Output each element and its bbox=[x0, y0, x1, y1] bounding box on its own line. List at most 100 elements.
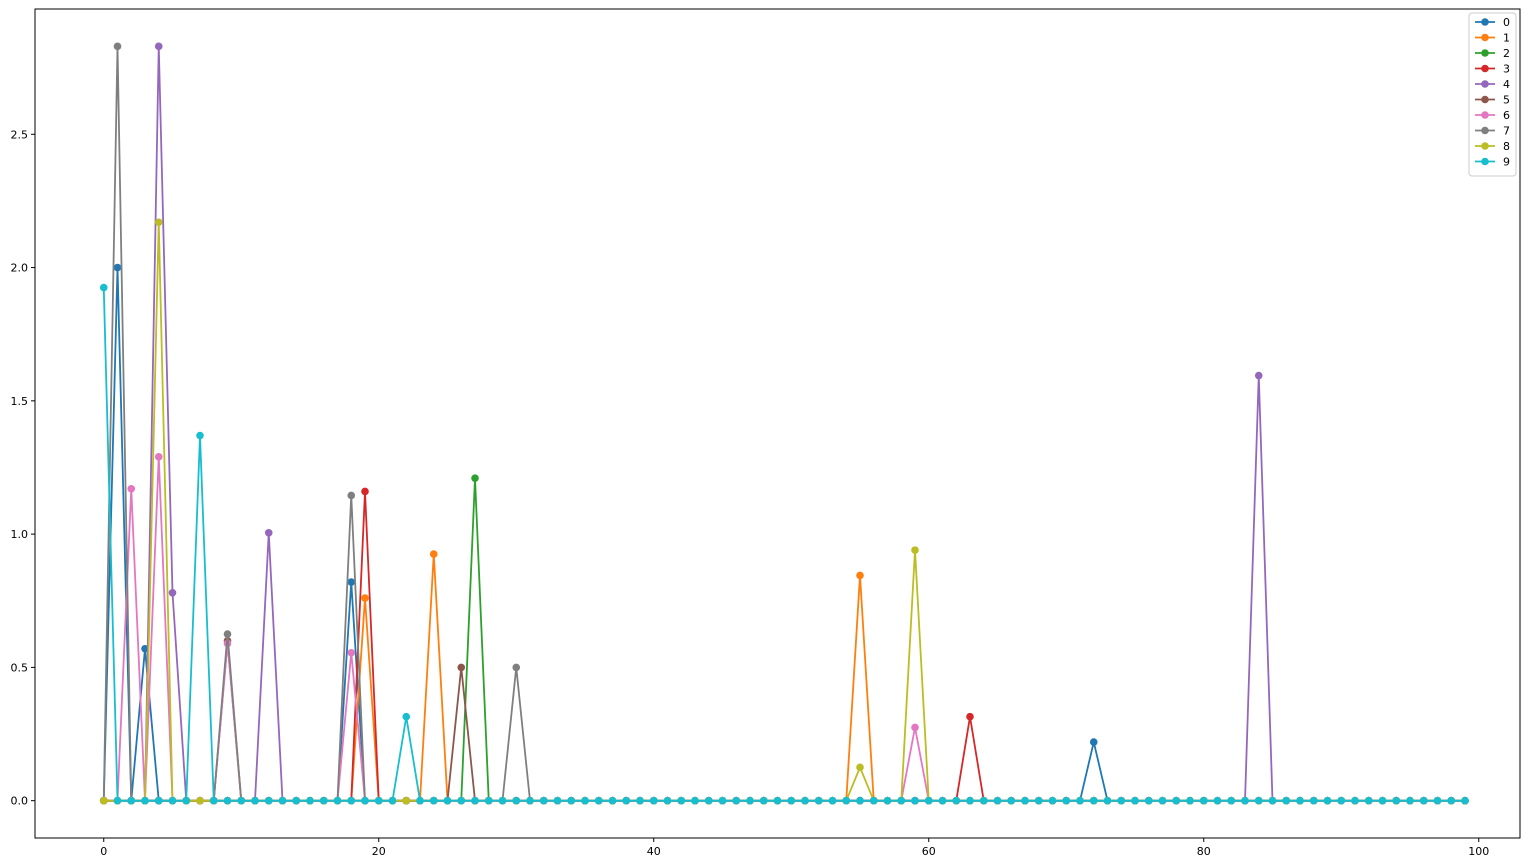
data-point bbox=[677, 796, 686, 805]
legend-swatch-marker bbox=[1481, 64, 1489, 73]
data-point bbox=[154, 453, 163, 461]
data-point bbox=[1254, 796, 1263, 805]
data-point bbox=[182, 796, 191, 805]
data-point bbox=[787, 796, 796, 805]
data-point bbox=[1089, 796, 1098, 805]
x-tick-label: 100 bbox=[1468, 845, 1489, 858]
legend-label: 3 bbox=[1503, 63, 1510, 76]
legend-label: 2 bbox=[1503, 47, 1510, 60]
series-line-9 bbox=[102, 287, 1465, 802]
data-point bbox=[773, 796, 782, 805]
data-point bbox=[1021, 796, 1029, 805]
data-point bbox=[539, 796, 548, 805]
data-point bbox=[856, 763, 864, 772]
data-point bbox=[278, 796, 287, 805]
data-point bbox=[113, 42, 122, 51]
data-point bbox=[869, 796, 878, 805]
data-point bbox=[113, 796, 122, 805]
data-point bbox=[993, 796, 1002, 805]
data-point bbox=[154, 42, 163, 51]
data-point bbox=[429, 550, 438, 558]
data-point bbox=[99, 796, 108, 805]
data-point bbox=[649, 796, 658, 805]
data-point bbox=[1144, 796, 1153, 805]
data-point bbox=[196, 431, 204, 440]
data-point bbox=[594, 796, 603, 805]
y-tick-label: 0.5 bbox=[11, 661, 29, 674]
data-point bbox=[1296, 796, 1304, 805]
data-point bbox=[251, 796, 259, 805]
legend-swatch-marker bbox=[1481, 80, 1489, 88]
data-point bbox=[979, 796, 988, 805]
data-point bbox=[759, 796, 768, 805]
data-point bbox=[1351, 796, 1359, 805]
y-axis: 0.0 0.5 1.0 1.5 2.0 2.5 bbox=[11, 128, 35, 808]
data-point bbox=[333, 796, 342, 805]
data-point bbox=[1117, 796, 1126, 805]
data-point bbox=[924, 796, 933, 805]
data-point bbox=[484, 796, 493, 805]
x-tick-label: 80 bbox=[1197, 845, 1211, 858]
y-tick-label: 1.0 bbox=[11, 528, 29, 541]
data-point bbox=[154, 796, 163, 805]
data-point bbox=[636, 796, 644, 805]
data-point bbox=[1406, 796, 1414, 805]
data-point bbox=[141, 796, 149, 805]
data-point bbox=[1461, 796, 1469, 805]
data-point bbox=[347, 491, 356, 500]
x-tick-label: 60 bbox=[922, 845, 936, 858]
data-point bbox=[1447, 796, 1456, 805]
legend-item: 1 bbox=[1475, 32, 1510, 45]
data-point bbox=[127, 796, 136, 805]
data-point bbox=[1089, 738, 1098, 746]
data-point bbox=[567, 796, 576, 805]
data-point bbox=[209, 796, 218, 805]
legend-swatch-marker bbox=[1481, 49, 1489, 57]
data-point bbox=[1364, 796, 1373, 805]
data-point bbox=[99, 283, 108, 292]
series-layer bbox=[99, 42, 1469, 805]
data-point bbox=[264, 528, 273, 537]
data-point bbox=[828, 796, 837, 805]
x-tick-label: 0 bbox=[100, 845, 107, 858]
plot-frame bbox=[34, 8, 1521, 839]
data-point bbox=[113, 263, 122, 272]
data-point bbox=[402, 712, 411, 721]
data-point bbox=[223, 630, 232, 638]
data-point bbox=[856, 571, 864, 580]
legend-swatch-marker bbox=[1481, 111, 1489, 119]
data-point bbox=[883, 796, 892, 805]
data-point bbox=[718, 796, 727, 805]
data-point bbox=[966, 796, 974, 805]
y-tick-label: 2.0 bbox=[11, 262, 29, 275]
legend-swatch-marker bbox=[1481, 95, 1489, 104]
data-point bbox=[1337, 796, 1346, 805]
data-point bbox=[361, 594, 369, 602]
data-point bbox=[952, 796, 961, 805]
data-point bbox=[429, 796, 438, 805]
data-point bbox=[801, 796, 809, 805]
data-point bbox=[319, 796, 328, 805]
legend-item: 4 bbox=[1475, 78, 1510, 91]
y-tick-label: 1.5 bbox=[11, 395, 29, 408]
legend-swatch-marker bbox=[1481, 157, 1489, 166]
data-point bbox=[471, 796, 479, 805]
data-point bbox=[1268, 796, 1277, 805]
plot-area bbox=[35, 9, 1520, 838]
data-point bbox=[1158, 796, 1167, 805]
data-point bbox=[1172, 796, 1181, 805]
legend-swatch-marker bbox=[1481, 142, 1489, 150]
y-tick-label: 2.5 bbox=[11, 128, 29, 141]
data-point bbox=[361, 487, 369, 496]
data-point bbox=[168, 588, 177, 597]
data-point bbox=[1309, 796, 1318, 805]
legend-item: 9 bbox=[1475, 156, 1510, 169]
y-tick-label: 0.0 bbox=[11, 795, 29, 808]
data-point bbox=[292, 796, 301, 805]
data-point bbox=[553, 796, 562, 805]
data-point bbox=[1062, 796, 1071, 805]
data-point bbox=[814, 796, 823, 805]
data-point bbox=[237, 796, 246, 805]
data-point bbox=[402, 796, 411, 805]
